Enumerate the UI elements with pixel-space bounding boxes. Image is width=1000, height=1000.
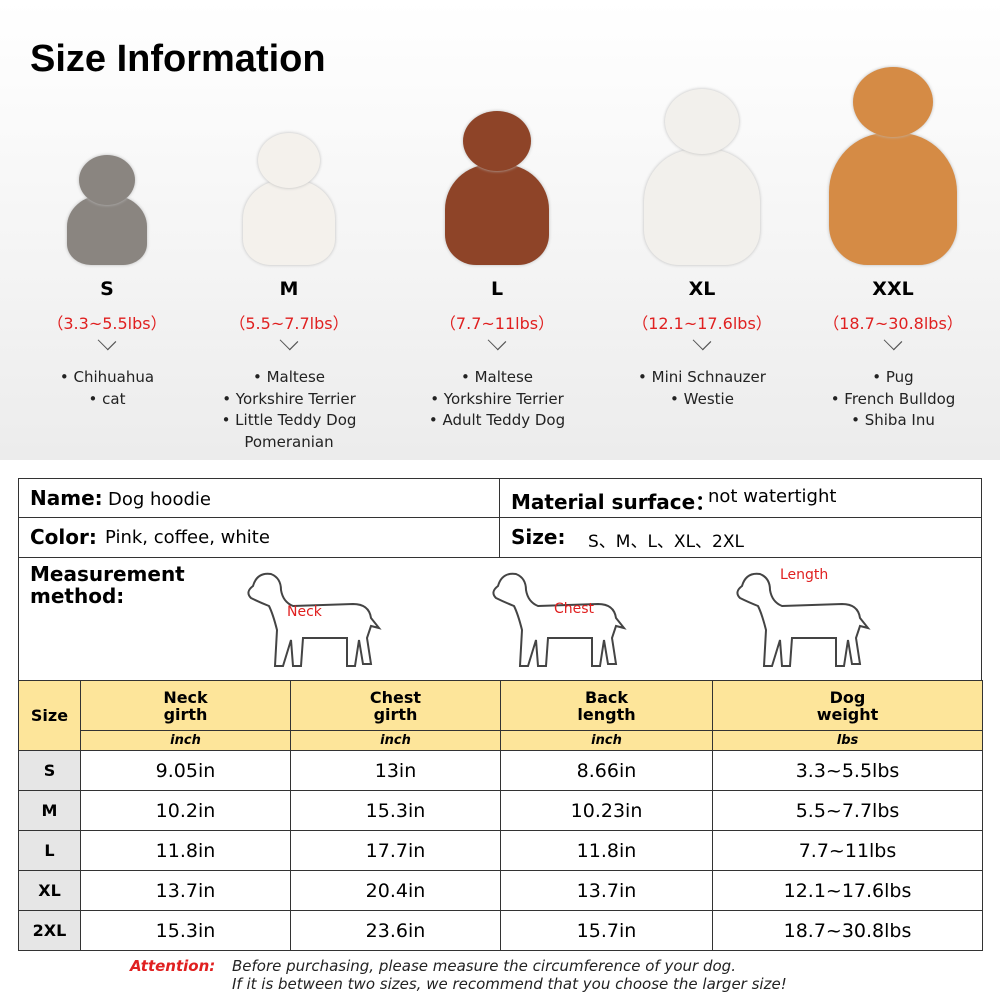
breed: • cat: [88, 389, 126, 408]
info-value: S、M、L、XL、2XL: [588, 532, 744, 552]
table-cell: 15.3in: [80, 910, 291, 951]
table-cell: 8.66in: [500, 750, 713, 791]
breed: • Mini Schnauzer: [638, 368, 766, 386]
table-header: Chest girth: [290, 680, 501, 731]
animal-head: [853, 67, 933, 137]
breed: • Pug: [872, 368, 914, 386]
table-header: Back length: [500, 680, 713, 731]
breed: • French Bulldog: [830, 389, 956, 408]
table-cell: 7.7~11lbs: [712, 830, 983, 871]
breed: Pomeranian: [244, 432, 334, 451]
breed: • Adult Teddy Dog: [428, 411, 566, 429]
breed: • Shiba Inu: [851, 411, 935, 429]
table-cell: 10.2in: [80, 790, 291, 831]
table-header: Dog weight: [712, 680, 983, 731]
table-unit: lbs: [712, 730, 983, 751]
attention-label: Attention:: [130, 957, 216, 975]
dog-outline: [247, 572, 382, 667]
dog-outline: [736, 572, 871, 667]
size-weight: （12.1~17.6lbs）: [632, 314, 772, 333]
measure-tag: Length: [780, 567, 829, 583]
size-weight: （7.7~11lbs）: [439, 314, 555, 333]
animal-head: [79, 155, 135, 205]
breed: • Chihuahua: [59, 368, 155, 386]
size-label: S: [100, 278, 114, 300]
animal-body: [445, 164, 549, 265]
table-cell: 12.1~17.6lbs: [712, 870, 983, 911]
dog-outline: [492, 572, 627, 667]
dog-path: [492, 572, 627, 667]
info-label: Size:: [511, 525, 566, 549]
table-cell: 23.6in: [290, 910, 501, 951]
table-unit: inch: [500, 730, 713, 751]
table-header: Neck girth: [80, 680, 291, 731]
table-unit: inch: [290, 730, 501, 751]
animal-body: [829, 133, 957, 265]
size-label: XL: [688, 278, 716, 300]
title: Size Information: [30, 38, 326, 80]
table-cell: 5.5~7.7lbs: [712, 790, 983, 831]
breed: • Maltese: [460, 368, 534, 386]
measure-tag: Neck: [287, 604, 322, 620]
table-cell: 11.8in: [80, 830, 291, 871]
info-label: Material surface：: [511, 490, 716, 514]
table-cell: 10.23in: [500, 790, 713, 831]
attention-line: If it is between two sizes, we recommend…: [232, 975, 787, 993]
table-cell: 15.3in: [290, 790, 501, 831]
animal-body: [67, 195, 147, 265]
measure-label: Measurement method:: [30, 562, 185, 608]
table-unit: inch: [80, 730, 291, 751]
table-cell: S: [18, 750, 81, 791]
animal-head: [665, 89, 739, 154]
size-weight: （5.5~7.7lbs）: [229, 314, 349, 333]
breed: • Yorkshire Terrier: [222, 389, 356, 408]
dog-path: [736, 572, 871, 667]
breed: • Westie: [670, 389, 734, 408]
table-cell: 18.7~30.8lbs: [712, 910, 983, 951]
table-cell: 17.7in: [290, 830, 501, 871]
info-value: Pink, coffee, white: [105, 527, 270, 548]
dog-path: [247, 572, 382, 667]
info-value: Dog hoodie: [108, 489, 211, 510]
table-cell: M: [18, 790, 81, 831]
breed: • Maltese: [252, 368, 326, 386]
size-label: M: [279, 278, 299, 300]
table-cell: 3.3~5.5lbs: [712, 750, 983, 791]
table-cell: 13in: [290, 750, 501, 791]
animal-head: [258, 133, 320, 188]
table-cell: 2XL: [18, 910, 81, 951]
info-value: not watertight: [708, 486, 837, 507]
animal-body: [644, 148, 760, 265]
info-label: Color:: [30, 525, 97, 549]
size-weight: （3.3~5.5lbs）: [47, 314, 167, 333]
table-cell: 13.7in: [80, 870, 291, 911]
info-label: Name:: [30, 486, 103, 510]
table-cell: 9.05in: [80, 750, 291, 791]
attention-line: Before purchasing, please measure the ci…: [232, 957, 736, 975]
size-label: XXL: [872, 278, 914, 300]
size-weight: （18.7~30.8lbs）: [823, 314, 963, 333]
table-cell: 15.7in: [500, 910, 713, 951]
measure-tag: Chest: [554, 601, 595, 617]
table-cell: 20.4in: [290, 870, 501, 911]
size-label: L: [490, 278, 504, 300]
animal-head: [463, 111, 531, 171]
table-cell: 11.8in: [500, 830, 713, 871]
table-cell: 13.7in: [500, 870, 713, 911]
breed: • Little Teddy Dog: [221, 411, 357, 429]
table-cell: XL: [18, 870, 81, 911]
breed: • Yorkshire Terrier: [430, 389, 564, 408]
table-cell: L: [18, 830, 81, 871]
animal-body: [243, 179, 335, 265]
table-header: Size: [18, 680, 81, 751]
